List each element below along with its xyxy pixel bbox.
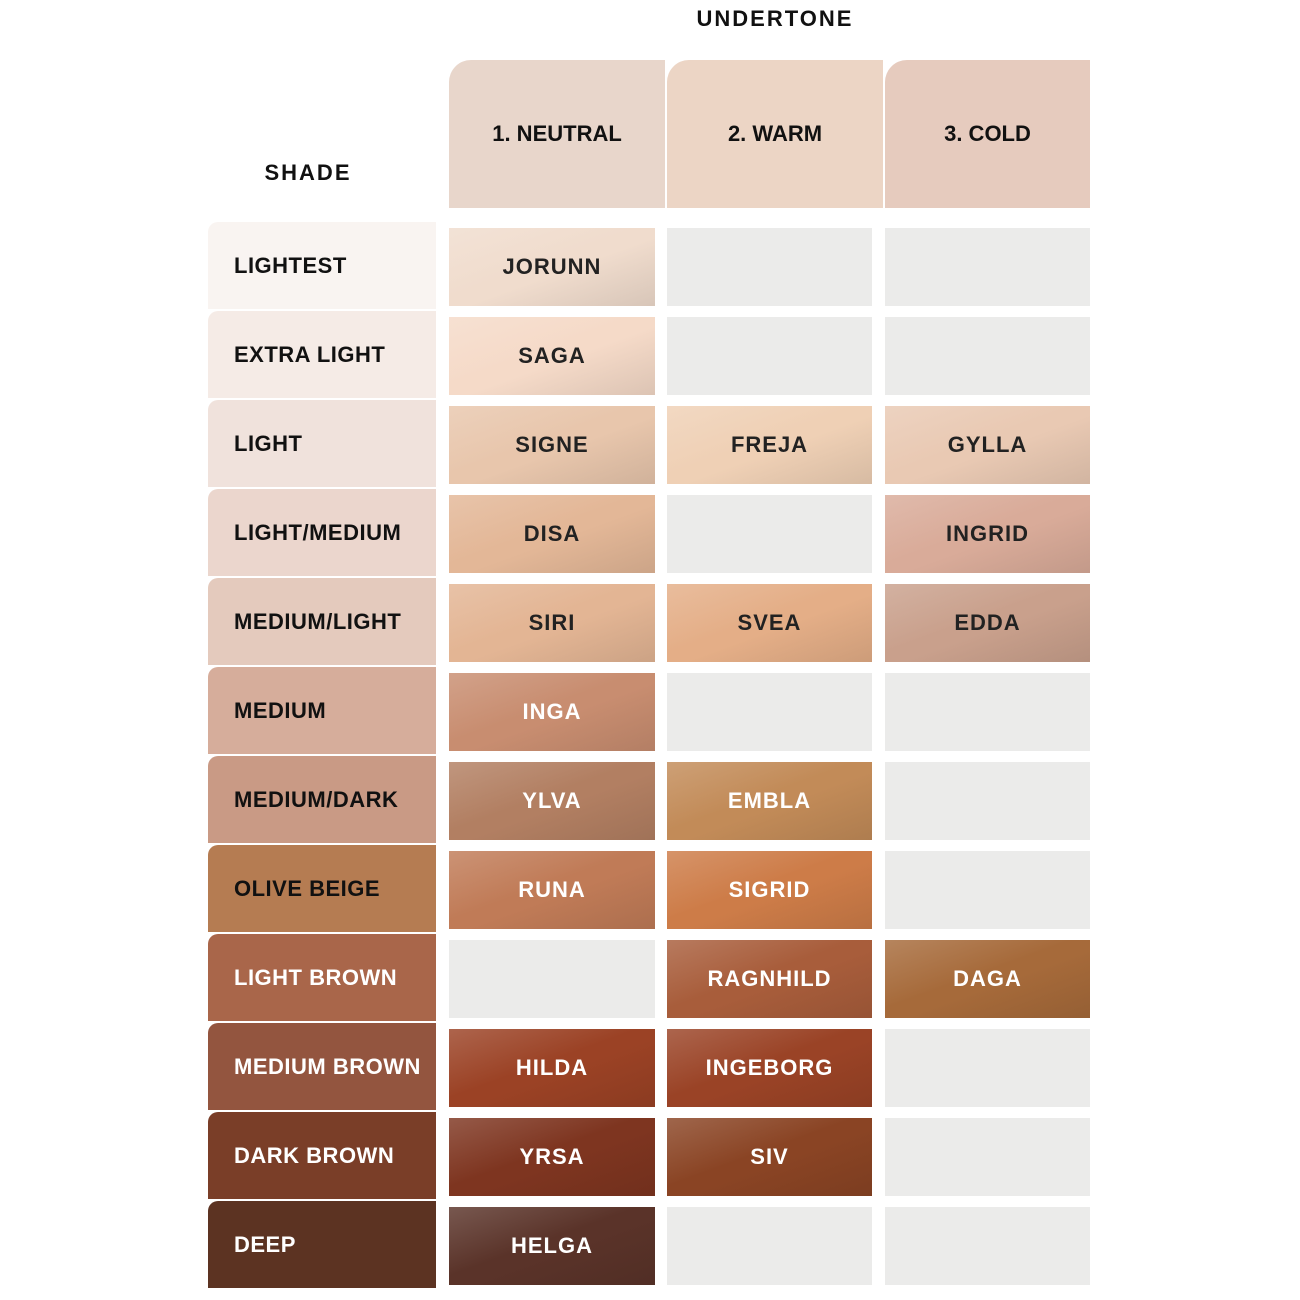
shade-swatch: RUNA — [449, 851, 655, 929]
shade-swatch: SAGA — [449, 317, 655, 395]
empty-cell — [667, 495, 872, 573]
shade-name: LIGHT/MEDIUM — [208, 489, 436, 576]
empty-cell — [885, 228, 1090, 306]
empty-cell — [885, 1118, 1090, 1196]
empty-cell — [667, 673, 872, 751]
shade-swatch: YLVA — [449, 762, 655, 840]
empty-cell — [885, 673, 1090, 751]
shade-swatch: SIV — [667, 1118, 872, 1196]
empty-cell — [885, 317, 1090, 395]
shade-swatch: SVEA — [667, 584, 872, 662]
shade-name: DEEP — [208, 1201, 436, 1288]
shade-swatch: SIRI — [449, 584, 655, 662]
empty-cell — [885, 1029, 1090, 1107]
shade-swatch: DAGA — [885, 940, 1090, 1018]
empty-cell — [449, 940, 655, 1018]
shade-swatch: RAGNHILD — [667, 940, 872, 1018]
shade-name: MEDIUM — [208, 667, 436, 754]
shade-swatch: GYLLA — [885, 406, 1090, 484]
shade-swatch: INGEBORG — [667, 1029, 872, 1107]
shade-name: LIGHT BROWN — [208, 934, 436, 1021]
shade-name: EXTRA LIGHT — [208, 311, 436, 398]
shade-name: MEDIUM/DARK — [208, 756, 436, 843]
empty-cell — [667, 1207, 872, 1285]
shade-swatch: FREJA — [667, 406, 872, 484]
shade-swatch: HELGA — [449, 1207, 655, 1285]
undertone-header: 3. COLD — [885, 60, 1090, 208]
shade-swatch: EMBLA — [667, 762, 872, 840]
shade-name: MEDIUM BROWN — [208, 1023, 436, 1110]
undertone-header: 2. WARM — [667, 60, 883, 208]
shade-swatch: SIGRID — [667, 851, 872, 929]
empty-cell — [667, 228, 872, 306]
shade-swatch: DISA — [449, 495, 655, 573]
shade-swatch: INGA — [449, 673, 655, 751]
empty-cell — [667, 317, 872, 395]
shade-swatch: SIGNE — [449, 406, 655, 484]
undertone-label: UNDERTONE — [696, 6, 854, 31]
empty-cell — [885, 762, 1090, 840]
shade-name: OLIVE BEIGE — [208, 845, 436, 932]
undertone-header: 1. NEUTRAL — [449, 60, 665, 208]
shade-swatch: EDDA — [885, 584, 1090, 662]
empty-cell — [885, 1207, 1090, 1285]
shade-label: SHADE — [264, 160, 352, 185]
shade-name: LIGHTEST — [208, 222, 436, 309]
shade-name: DARK BROWN — [208, 1112, 436, 1199]
shade-swatch: YRSA — [449, 1118, 655, 1196]
shade-swatch: HILDA — [449, 1029, 655, 1107]
shade-name: MEDIUM/LIGHT — [208, 578, 436, 665]
shade-swatch: JORUNN — [449, 228, 655, 306]
shade-name: LIGHT — [208, 400, 436, 487]
empty-cell — [885, 851, 1090, 929]
shade-swatch: INGRID — [885, 495, 1090, 573]
